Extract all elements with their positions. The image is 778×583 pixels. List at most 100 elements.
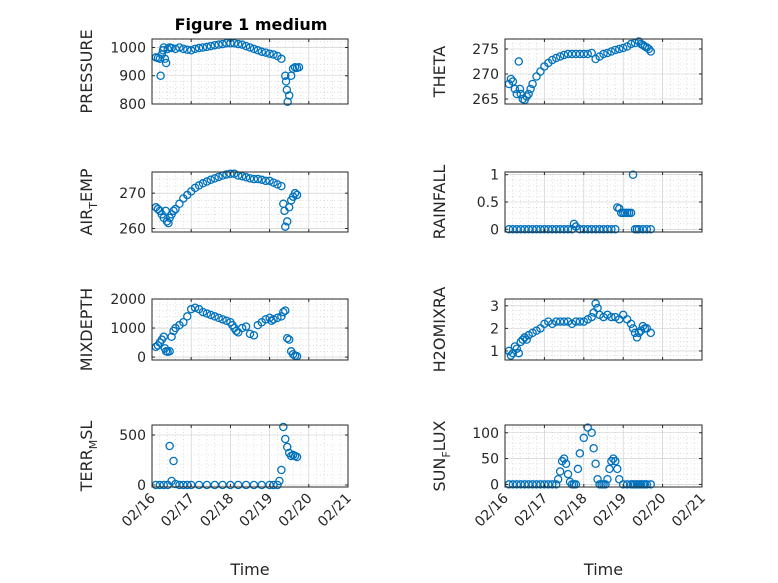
data-point: [198, 307, 208, 317]
data-point: [526, 84, 535, 94]
data-point: [237, 171, 247, 181]
data-point: [277, 54, 286, 64]
y-tick-label: 1000: [110, 321, 146, 337]
markers-rainfall: [504, 170, 656, 234]
data-point: [528, 79, 537, 89]
data-point: [553, 474, 563, 484]
y-tick-label: 500: [119, 428, 146, 444]
data-point: [283, 97, 292, 106]
data-point: [522, 92, 531, 101]
data-point: [167, 43, 176, 53]
axes-box: [151, 38, 349, 105]
data-point: [282, 217, 292, 226]
data-point: [607, 225, 616, 234]
data-point: [573, 464, 583, 474]
data-point: [518, 335, 527, 344]
data-point: [595, 225, 604, 234]
y-axis-label: RAINFALL: [430, 165, 449, 240]
y-tick-label: 50: [481, 452, 499, 468]
data-point: [587, 428, 596, 437]
data-point: [579, 433, 589, 443]
data-point: [599, 49, 608, 59]
data-point: [214, 40, 223, 49]
data-point: [284, 335, 294, 344]
y-axis-label: H2OMIXRA: [430, 287, 449, 373]
x-tick-label: 02/16: [472, 490, 512, 530]
data-point: [524, 225, 533, 234]
data-point: [563, 49, 573, 59]
x-tick-label: 02/16: [119, 490, 159, 530]
data-point: [555, 225, 565, 234]
y-axis-label: MIXDEPTH: [77, 288, 96, 371]
data-point: [605, 464, 614, 474]
data-point: [587, 225, 596, 234]
data-point: [551, 53, 561, 63]
data-point: [512, 225, 522, 234]
data-point: [218, 39, 227, 49]
y-tick-label: 3: [490, 299, 499, 315]
data-point: [579, 49, 589, 59]
data-point: [559, 454, 569, 463]
data-point: [261, 176, 270, 186]
data-point: [575, 317, 585, 326]
data-point: [233, 39, 243, 49]
data-point: [516, 480, 526, 489]
subplot-sun-flux: 02/16 02/17 02/18 02/19 02/20 02/21 0 50 100 SUNF…: [430, 420, 709, 579]
data-point: [638, 225, 648, 234]
data-point: [618, 480, 628, 489]
data-point: [194, 43, 204, 53]
data-point: [540, 225, 549, 234]
data-point: [587, 48, 596, 58]
data-point: [190, 303, 200, 312]
axes-box: [504, 38, 703, 105]
data-point: [198, 43, 208, 52]
markers-sun-flux: [504, 423, 656, 489]
y-tick-label: 0: [137, 350, 146, 366]
data-point: [571, 49, 581, 59]
subplot-terr-msl: 02/16 02/17 02/18 02/19 02/20 02/21 0 500 TERRMS…: [77, 421, 355, 579]
y-tick-label: 2000: [110, 292, 146, 308]
data-point: [514, 348, 524, 358]
data-point: [520, 480, 529, 489]
data-point: [561, 459, 571, 468]
data-point: [294, 63, 304, 72]
subplot-rainfall: 0 0.5 1 RAINFALL: [430, 165, 703, 240]
y-tick-label: 1: [490, 344, 499, 360]
data-point: [241, 41, 251, 51]
data-point: [282, 85, 292, 95]
data-point: [275, 476, 284, 486]
data-point: [210, 40, 219, 50]
data-point: [532, 225, 541, 234]
data-point: [551, 480, 561, 489]
data-point: [607, 47, 616, 56]
data-point: [632, 333, 642, 342]
data-point: [506, 351, 516, 360]
subplot-mixdepth: 0 1000 2000 MIXDEPTH: [77, 288, 349, 371]
figure-title: Figure 1 medium: [175, 15, 328, 34]
data-point: [282, 442, 292, 452]
grid-rainfall: [504, 172, 703, 232]
y-tick-label: 265: [472, 92, 499, 108]
data-point: [288, 64, 298, 73]
y-tick-label: 275: [472, 42, 499, 58]
data-point: [603, 225, 612, 234]
data-point: [515, 84, 525, 94]
data-point: [273, 180, 282, 189]
axes-box: [151, 298, 349, 361]
data-point: [646, 47, 656, 56]
grid-terr-msl: [151, 424, 349, 487]
data-point: [559, 225, 569, 234]
data-point: [646, 480, 656, 489]
data-point: [615, 44, 624, 54]
data-point: [282, 333, 292, 343]
data-point: [160, 54, 170, 64]
data-point: [618, 43, 628, 53]
y-tick-label: 270: [472, 67, 499, 83]
data-point: [634, 225, 644, 234]
data-point: [548, 225, 557, 234]
data-point: [155, 54, 165, 64]
data-point: [169, 206, 178, 216]
data-point: [171, 479, 180, 489]
x-tick-label: 02/17: [158, 491, 198, 531]
data-point: [167, 332, 176, 342]
